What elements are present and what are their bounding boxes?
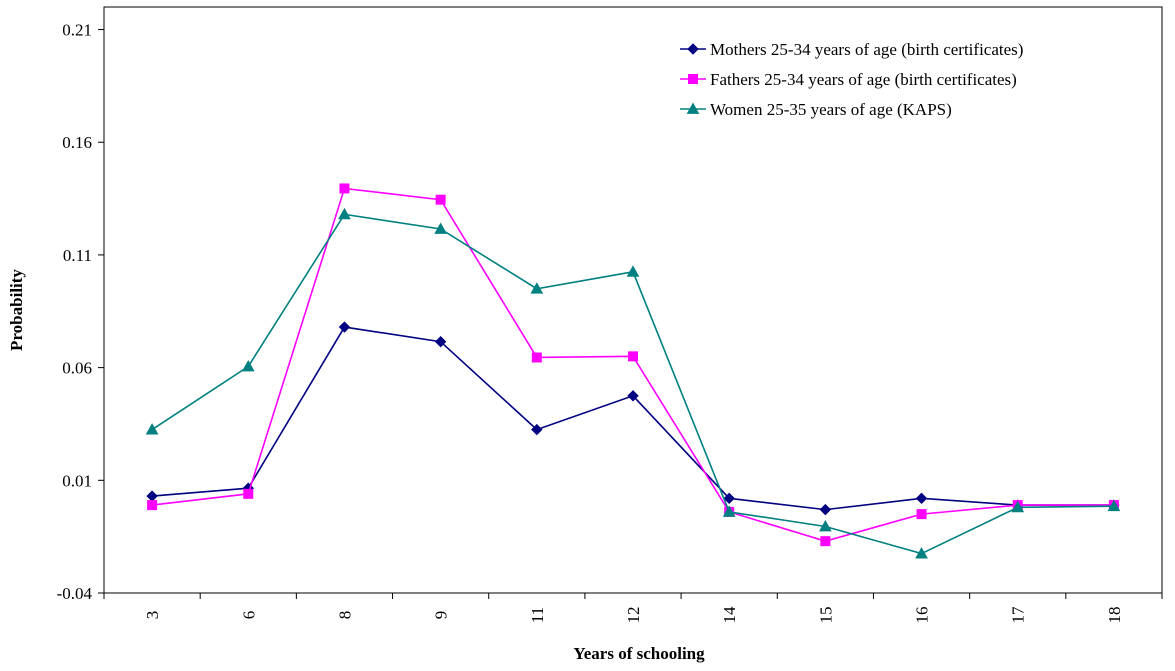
x-tick-label: 3: [143, 611, 162, 620]
data-point: [338, 207, 351, 220]
data-point: [722, 505, 736, 517]
data-point: [627, 390, 639, 402]
legend-label: Fathers 25-34 years of age (birth certif…: [710, 70, 1017, 89]
data-point: [146, 490, 158, 502]
data-point: [531, 352, 542, 363]
legend-label: Mothers 25-34 years of age (birth certif…: [710, 40, 1023, 59]
data-point: [530, 282, 544, 294]
series-layer: [145, 183, 1121, 559]
data-point: [243, 488, 254, 499]
legend-marker: [687, 43, 699, 55]
data-point: [820, 536, 831, 547]
legend-item: Fathers 25-34 years of age (birth certif…: [680, 70, 1017, 89]
x-tick-label: 6: [239, 611, 258, 620]
x-axis-title: Years of schooling: [573, 644, 705, 663]
y-tick-label: -0.04: [57, 584, 93, 603]
y-tick-label: 0.11: [63, 246, 92, 265]
series-3: [145, 207, 1121, 559]
x-axis: 3 6 8 9 11 12 14 15 16 17 18: [103, 593, 1163, 624]
legend-label: Women 25-35 years of age (KAPS): [710, 100, 952, 119]
x-tick-label: 11: [528, 607, 547, 623]
data-point: [819, 503, 832, 516]
x-tick-label: 17: [1009, 606, 1028, 624]
data-point: [531, 423, 543, 436]
legend-item: Mothers 25-34 years of age (birth certif…: [680, 40, 1023, 59]
legend-item: Women 25-35 years of age (KAPS): [680, 100, 952, 119]
data-point: [339, 183, 350, 194]
y-tick-label: 0.16: [62, 133, 92, 152]
x-tick-label: 16: [913, 607, 932, 624]
y-tick-label: 0.01: [62, 471, 92, 490]
series-line: [151, 187, 1114, 542]
data-point: [435, 194, 446, 205]
data-point: [434, 222, 447, 234]
x-tick-label: 14: [720, 606, 739, 624]
data-point: [915, 492, 928, 505]
data-point: [723, 492, 735, 505]
legend-marker: [686, 102, 700, 114]
x-tick-label: 15: [816, 607, 835, 624]
x-tick-label: 9: [432, 611, 451, 620]
y-tick-label: 0.06: [62, 359, 92, 378]
data-point: [915, 547, 928, 559]
series-2: [147, 183, 1119, 547]
y-axis-title: Probability: [7, 269, 26, 351]
plot-frame: [103, 6, 1163, 594]
data-point: [1011, 500, 1025, 513]
data-point: [916, 509, 927, 520]
x-tick-label: 8: [335, 611, 354, 620]
data-point: [819, 519, 832, 532]
data-point: [241, 359, 255, 372]
legend: Mothers 25-34 years of age (birth certif…: [680, 40, 1023, 119]
y-axis: -0.04 0.01 0.06 0.11 0.16 0.21: [57, 21, 104, 603]
data-point: [628, 351, 638, 362]
plot-area: [103, 6, 1163, 594]
x-tick-label: 18: [1105, 607, 1124, 624]
data-point: [145, 423, 159, 435]
x-tick-label: 12: [624, 607, 643, 624]
series-line: [151, 213, 1114, 555]
data-point: [338, 321, 351, 333]
data-point: [1107, 499, 1121, 512]
data-point: [434, 335, 447, 348]
data-point: [626, 265, 640, 277]
legend-marker: [688, 74, 698, 84]
y-tick-label: 0.21: [62, 21, 92, 40]
data-point: [147, 500, 158, 511]
